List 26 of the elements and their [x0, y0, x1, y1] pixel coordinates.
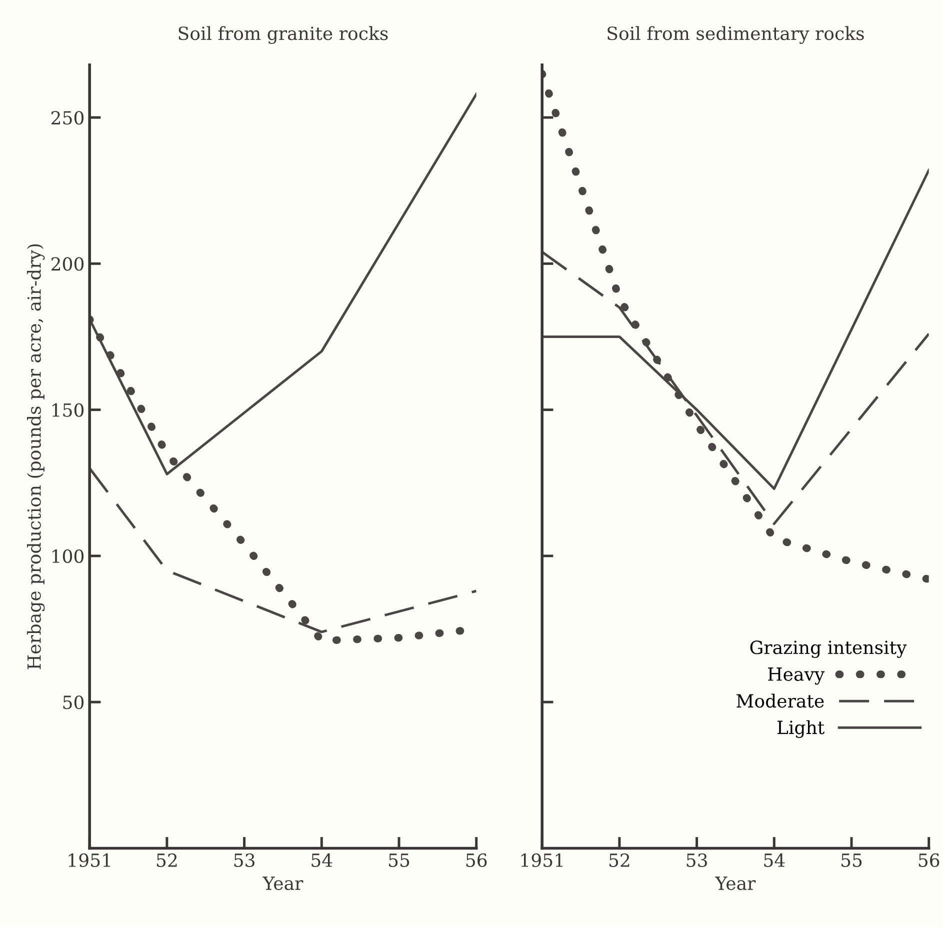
- x-tick-label: 1951: [521, 853, 563, 868]
- x-tick-label: 52: [609, 853, 630, 868]
- legend-label: Heavy: [768, 668, 825, 685]
- y-tick-label: 200: [51, 257, 84, 271]
- x-tick-label: 56: [918, 853, 940, 868]
- y-tick-label: 100: [52, 549, 84, 564]
- x-tick-label: 1951: [68, 853, 110, 868]
- x-tick-label: 53: [686, 853, 707, 868]
- y-axis-title: Herbage production (pounds per acre, air-dry): [26, 244, 45, 670]
- y-tick-label: 50: [63, 696, 84, 710]
- x-axis-title: Year: [262, 876, 304, 890]
- x-axis-title: Year: [715, 876, 756, 890]
- x-tick-label: 53: [234, 853, 254, 868]
- chart-title: Soil from granite rocks: [178, 26, 388, 44]
- x-tick-label: 54: [764, 853, 785, 868]
- y-tick-label: 250: [51, 110, 84, 125]
- x-tick-label: 55: [842, 854, 862, 868]
- legend-title: Grazing intensity: [750, 640, 907, 658]
- x-tick-label: 56: [466, 853, 487, 868]
- x-tick-label: 54: [312, 853, 332, 868]
- y-tick-label: 150: [52, 403, 84, 417]
- legend-label: Moderate: [736, 694, 824, 708]
- legend-label: Light: [777, 720, 825, 738]
- x-tick-label: 55: [389, 854, 410, 868]
- x-tick-label: 52: [156, 853, 177, 868]
- chart-title: Soil from sedimentary rocks: [608, 26, 864, 44]
